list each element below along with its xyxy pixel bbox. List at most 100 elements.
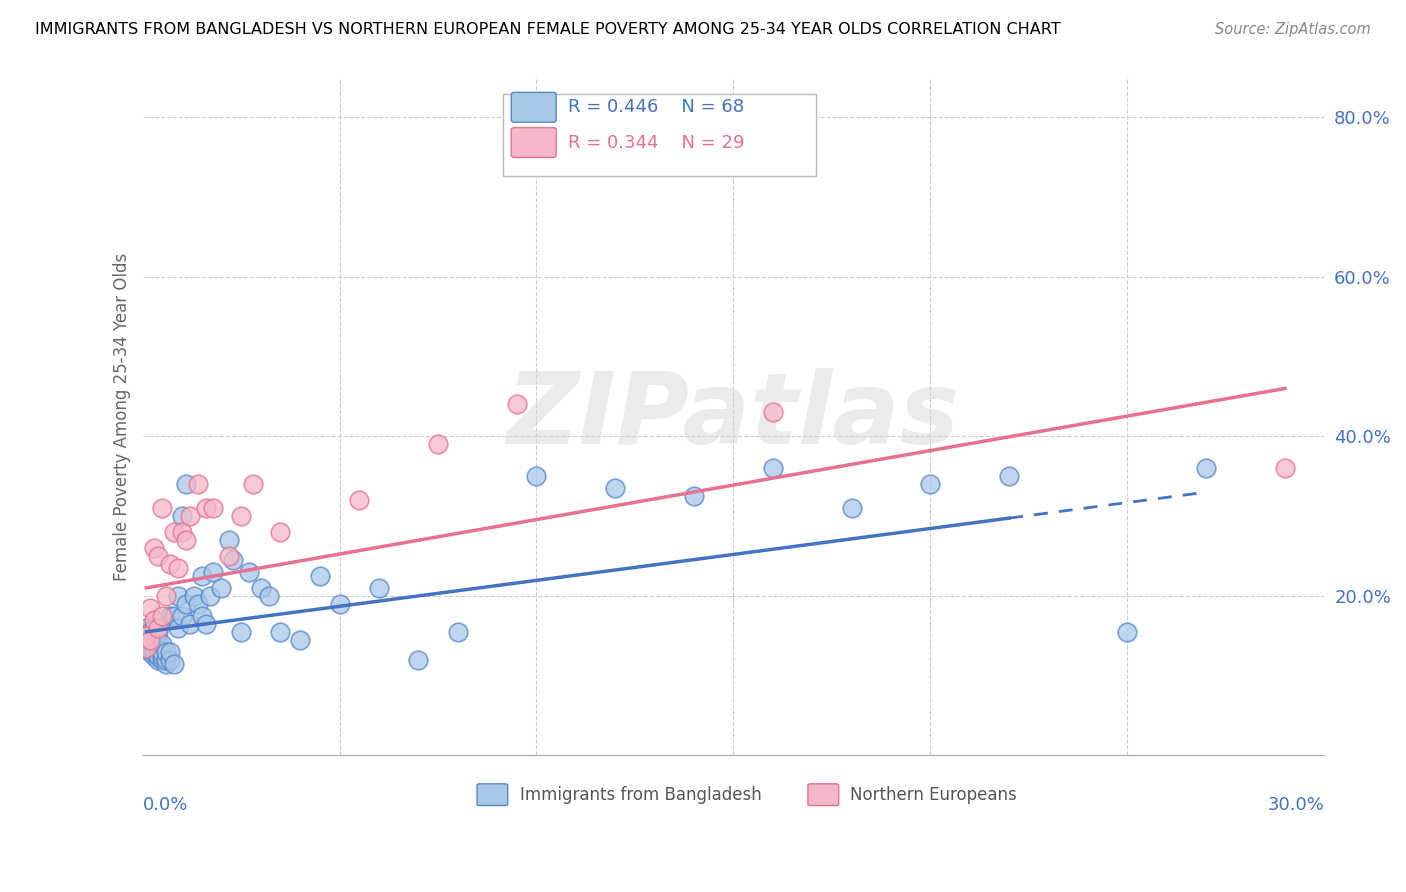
Point	[920, 477, 942, 491]
Point	[229, 509, 252, 524]
Point	[183, 589, 205, 603]
Text: Immigrants from Bangladesh: Immigrants from Bangladesh	[520, 786, 761, 804]
Point	[1195, 461, 1218, 475]
Point	[167, 589, 190, 603]
Text: 0.0%: 0.0%	[142, 796, 188, 814]
Point	[135, 632, 157, 647]
Point	[167, 621, 190, 635]
Point	[998, 469, 1021, 483]
FancyBboxPatch shape	[477, 784, 508, 805]
Point	[159, 653, 181, 667]
Point	[167, 561, 190, 575]
Text: ZIPatlas: ZIPatlas	[508, 368, 960, 465]
Point	[143, 648, 166, 663]
Point	[1274, 461, 1296, 475]
Point	[135, 624, 157, 639]
Point	[218, 549, 240, 563]
Point	[139, 645, 162, 659]
Point	[605, 481, 627, 495]
Point	[159, 557, 181, 571]
Point	[367, 581, 389, 595]
Point	[139, 600, 162, 615]
Point	[179, 509, 201, 524]
Point	[218, 533, 240, 547]
Point	[308, 569, 330, 583]
Point	[150, 653, 173, 667]
Point	[190, 608, 212, 623]
Point	[155, 645, 177, 659]
FancyBboxPatch shape	[808, 784, 838, 805]
FancyBboxPatch shape	[512, 128, 557, 157]
Point	[148, 621, 170, 635]
Point	[143, 645, 166, 659]
Point	[202, 565, 225, 579]
Point	[427, 437, 450, 451]
Point	[238, 565, 260, 579]
Point	[148, 549, 170, 563]
Point	[347, 493, 370, 508]
Text: 30.0%: 30.0%	[1268, 796, 1324, 814]
Point	[135, 629, 157, 643]
Point	[159, 645, 181, 659]
FancyBboxPatch shape	[512, 93, 557, 122]
Point	[163, 608, 186, 623]
Point	[148, 632, 170, 647]
Point	[1116, 624, 1139, 639]
Y-axis label: Female Poverty Among 25-34 Year Olds: Female Poverty Among 25-34 Year Olds	[114, 252, 131, 581]
Point	[269, 624, 291, 639]
Point	[174, 533, 197, 547]
Point	[179, 616, 201, 631]
Point	[526, 469, 548, 483]
Point	[135, 629, 157, 643]
Point	[170, 608, 193, 623]
Point	[841, 501, 863, 516]
Point	[148, 640, 170, 655]
Point	[209, 581, 232, 595]
Point	[447, 624, 470, 639]
Point	[229, 624, 252, 639]
Point	[155, 653, 177, 667]
Point	[135, 621, 157, 635]
Point	[148, 624, 170, 639]
Point	[190, 569, 212, 583]
Point	[174, 477, 197, 491]
Point	[143, 621, 166, 635]
Point	[139, 632, 162, 647]
Point	[163, 524, 186, 539]
Point	[194, 501, 217, 516]
Point	[170, 524, 193, 539]
Point	[328, 597, 350, 611]
Point	[139, 637, 162, 651]
Point	[148, 648, 170, 663]
Point	[269, 524, 291, 539]
Point	[174, 597, 197, 611]
Text: Northern Europeans: Northern Europeans	[851, 786, 1017, 804]
Point	[143, 613, 166, 627]
Point	[249, 581, 271, 595]
Point	[198, 589, 221, 603]
Point	[139, 640, 162, 655]
Point	[150, 637, 173, 651]
Point	[143, 629, 166, 643]
Text: IMMIGRANTS FROM BANGLADESH VS NORTHERN EUROPEAN FEMALE POVERTY AMONG 25-34 YEAR : IMMIGRANTS FROM BANGLADESH VS NORTHERN E…	[35, 22, 1060, 37]
Point	[683, 489, 706, 503]
FancyBboxPatch shape	[503, 95, 817, 176]
Point	[143, 640, 166, 655]
Text: R = 0.344    N = 29: R = 0.344 N = 29	[568, 134, 745, 152]
Point	[155, 589, 177, 603]
Point	[288, 632, 311, 647]
Point	[150, 501, 173, 516]
Point	[194, 616, 217, 631]
Point	[242, 477, 264, 491]
Point	[163, 657, 186, 671]
Point	[143, 541, 166, 555]
Point	[762, 405, 785, 419]
Text: R = 0.446    N = 68: R = 0.446 N = 68	[568, 98, 744, 116]
Point	[155, 657, 177, 671]
Point	[222, 553, 245, 567]
Point	[139, 624, 162, 639]
Text: Source: ZipAtlas.com: Source: ZipAtlas.com	[1215, 22, 1371, 37]
Point	[762, 461, 785, 475]
Point	[187, 597, 209, 611]
Point	[150, 608, 173, 623]
